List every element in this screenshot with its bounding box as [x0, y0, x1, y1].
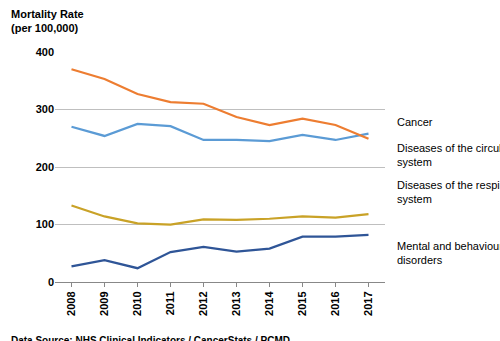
svg-text:2016: 2016 — [329, 291, 341, 315]
svg-text:2012: 2012 — [197, 291, 209, 315]
svg-text:2017: 2017 — [362, 291, 374, 315]
svg-text:2009: 2009 — [98, 291, 110, 315]
svg-text:Mental and behaviouraldisorder: Mental and behaviouraldisorders — [397, 240, 500, 266]
svg-text:400: 400 — [36, 46, 54, 58]
svg-text:300: 300 — [36, 103, 54, 115]
svg-text:2013: 2013 — [230, 291, 242, 315]
svg-text:200: 200 — [36, 161, 54, 173]
svg-text:Mortality Rate(per 100,000): Mortality Rate(per 100,000) — [11, 8, 84, 34]
svg-text:Data Source: NHS Clinical Indi: Data Source: NHS Clinical Indicators / C… — [11, 335, 290, 341]
svg-text:0: 0 — [48, 276, 54, 288]
svg-text:Diseases of the circulatorysys: Diseases of the circulatorysystem — [397, 142, 500, 168]
svg-text:Cancer: Cancer — [397, 116, 433, 128]
svg-text:2008: 2008 — [65, 291, 77, 315]
svg-text:2015: 2015 — [296, 291, 308, 315]
svg-text:2014: 2014 — [263, 291, 275, 316]
svg-text:100: 100 — [36, 218, 54, 230]
svg-text:2011: 2011 — [164, 291, 176, 315]
svg-text:2010: 2010 — [131, 291, 143, 315]
svg-text:Diseases of the respiratorysys: Diseases of the respiratorysystem — [397, 179, 500, 205]
